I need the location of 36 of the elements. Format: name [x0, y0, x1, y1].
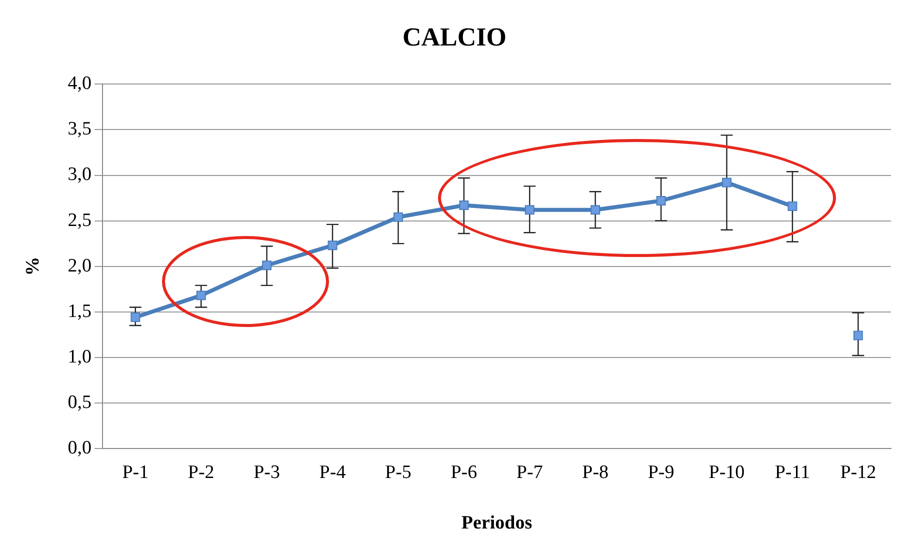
point [788, 201, 798, 211]
x-tick-label: P-12 [840, 462, 876, 483]
y-tick-label: 3,5 [68, 118, 92, 140]
point [656, 196, 666, 206]
x-tick-label: P-4 [319, 462, 346, 483]
point [853, 330, 863, 340]
y-tick-label: 1,0 [68, 346, 92, 368]
point [130, 312, 140, 322]
point [590, 205, 600, 215]
point [459, 200, 469, 210]
point [328, 240, 338, 250]
y-tick-label: 0,0 [68, 437, 92, 458]
point [393, 212, 403, 222]
x-tick-label: P-8 [582, 462, 609, 483]
point [262, 260, 272, 270]
chart-title: CALCIO [402, 22, 507, 52]
x-tick-label: P-1 [122, 462, 149, 483]
x-tick-label: P-2 [188, 462, 214, 483]
point [524, 205, 534, 215]
y-tick-label: 2,5 [68, 210, 92, 231]
x-tick-label: P-3 [254, 462, 280, 483]
y-tick-label: 3,0 [68, 164, 92, 186]
point [196, 290, 206, 300]
x-tick-label: P-11 [774, 462, 810, 483]
point [722, 178, 732, 188]
y-tick-label: 4,0 [68, 73, 92, 94]
x-tick-label: P-9 [648, 462, 674, 483]
x-tick-label: P-7 [516, 462, 543, 483]
y-tick-label: 1,5 [68, 300, 92, 322]
x-tick-label: P-6 [450, 462, 478, 483]
y-tick-label: 2,0 [68, 255, 92, 276]
x-axis-title: Periodos [461, 512, 532, 534]
x-tick-label: P-5 [385, 462, 412, 483]
x-tick-label: P-10 [708, 462, 745, 483]
y-axis-title: % [22, 256, 44, 276]
y-tick-label: 0,5 [68, 392, 92, 413]
